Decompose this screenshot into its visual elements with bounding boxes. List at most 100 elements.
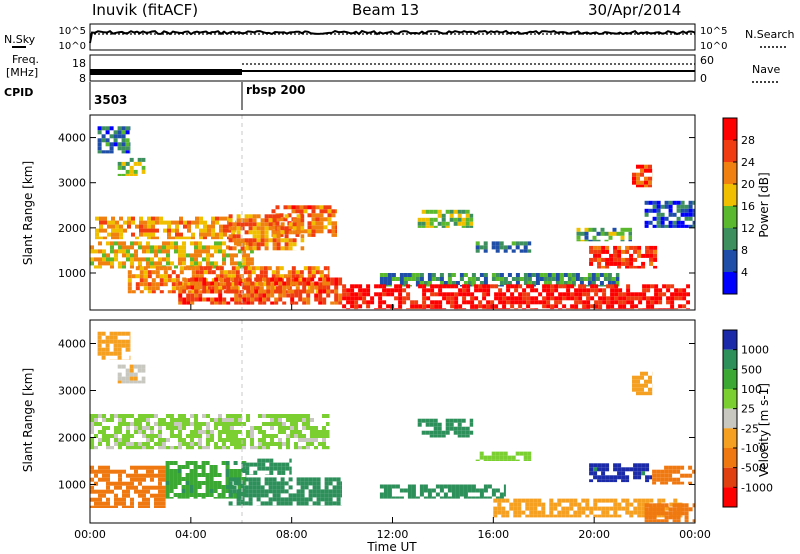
power-cell	[98, 265, 102, 269]
velocity-cell	[189, 489, 194, 493]
power-cell	[421, 209, 426, 214]
power-cell	[300, 234, 305, 239]
power-cell	[582, 300, 587, 305]
velocity-cell	[684, 519, 689, 523]
velocity-cell	[262, 446, 266, 450]
power-cell	[296, 214, 301, 219]
power-cell	[155, 274, 160, 279]
velocity-cell	[134, 489, 138, 494]
power-cell	[466, 300, 471, 305]
power-cell	[266, 293, 271, 298]
power-cell	[678, 288, 683, 293]
power-cell	[458, 292, 463, 297]
power-cell	[454, 304, 459, 309]
power-cell	[191, 220, 195, 225]
velocity-cell	[190, 430, 194, 434]
power-cell	[595, 273, 600, 277]
velocity-cell	[511, 455, 516, 460]
power-cell	[167, 232, 171, 237]
power-cell	[591, 281, 596, 285]
velocity-cell	[230, 426, 234, 430]
power-cell	[170, 241, 174, 246]
power-cell	[490, 304, 495, 309]
power-cell	[190, 297, 195, 302]
velocity-colorbar-frame	[722, 329, 738, 508]
power-colorbar-tick-label: 12	[741, 222, 755, 235]
power-cell	[292, 222, 297, 227]
velocity-cell	[256, 485, 261, 490]
power-cell	[502, 300, 507, 305]
velocity-cell	[114, 414, 118, 418]
velocity-cell	[186, 446, 190, 450]
power-cell	[211, 232, 215, 237]
power-cell	[159, 278, 164, 283]
power-cell	[117, 134, 122, 139]
velocity-cell	[609, 475, 614, 480]
velocity-cell	[178, 438, 182, 442]
power-cell	[442, 292, 447, 297]
velocity-cell	[170, 430, 174, 434]
power-cell	[97, 130, 102, 135]
velocity-cell	[232, 477, 237, 482]
velocity-cell	[601, 510, 606, 515]
velocity-cell	[170, 414, 174, 418]
velocity-cell	[294, 446, 298, 450]
power-cell	[502, 304, 507, 309]
velocity-cell	[142, 473, 146, 478]
power-cell	[606, 284, 611, 289]
velocity-cell	[676, 477, 681, 482]
power-cell	[271, 274, 276, 279]
power-cell	[243, 282, 248, 287]
velocity-cell	[270, 434, 274, 438]
velocity-cell	[302, 422, 306, 426]
velocity-cell	[98, 469, 102, 474]
power-cell	[179, 286, 184, 291]
velocity-cell	[272, 493, 277, 498]
power-cell	[559, 277, 564, 281]
velocity-cell	[525, 502, 530, 507]
power-cell	[442, 296, 447, 301]
power-cell	[575, 277, 580, 281]
power-cell	[650, 300, 655, 305]
velocity-cell	[102, 426, 106, 430]
power-cell	[252, 226, 257, 231]
power-cell	[147, 274, 152, 279]
power-cell	[518, 292, 523, 297]
velocity-cell	[391, 496, 396, 499]
velocity-cell	[453, 426, 458, 431]
power-cell	[270, 293, 275, 298]
velocity-cell	[304, 485, 309, 490]
velocity-cell	[142, 430, 146, 434]
velocity-cell	[565, 506, 570, 511]
power-cell	[171, 220, 175, 225]
velocity-cell	[487, 496, 492, 499]
velocity-cell	[640, 375, 644, 380]
power-cell	[514, 308, 519, 310]
power-cell	[407, 277, 412, 281]
power-cell	[668, 212, 673, 217]
power-cell	[466, 288, 471, 293]
power-cell	[307, 274, 312, 279]
velocity-cell	[286, 442, 290, 446]
velocity-cell	[415, 496, 420, 499]
velocity-cell	[310, 426, 314, 430]
velocity-cell	[680, 507, 685, 512]
velocity-cell	[217, 485, 222, 489]
velocity-cell	[237, 473, 242, 477]
velocity-cell	[445, 418, 450, 423]
power-cell	[429, 217, 434, 222]
power-cell	[403, 273, 408, 277]
power-cell	[593, 253, 598, 258]
power-cell	[331, 209, 336, 214]
power-cell	[486, 288, 491, 293]
velocity-cell	[236, 497, 241, 502]
velocity-cell	[419, 484, 424, 489]
power-cell	[202, 281, 207, 286]
power-cell	[502, 308, 507, 310]
velocity-cell	[289, 470, 292, 475]
velocity-patch-2	[90, 414, 330, 450]
power-cell	[219, 224, 223, 229]
power-cell	[118, 265, 122, 269]
velocity-cell	[94, 505, 98, 508]
power-cell	[471, 277, 476, 281]
